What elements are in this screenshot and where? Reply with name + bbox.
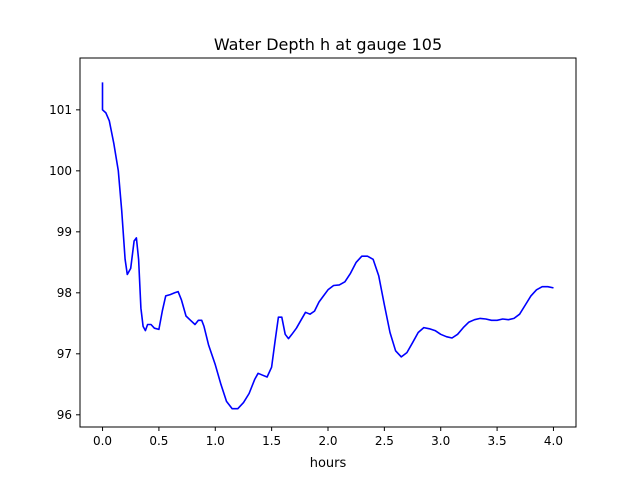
x-tick-label: 1.0 bbox=[206, 434, 225, 448]
y-tick-label: 99 bbox=[57, 225, 72, 239]
chart-title: Water Depth h at gauge 105 bbox=[214, 35, 442, 54]
plot-area bbox=[101, 82, 554, 410]
x-tick-label: 0.0 bbox=[93, 434, 112, 448]
x-tick-label: 4.0 bbox=[544, 434, 563, 448]
x-tick-label: 3.5 bbox=[488, 434, 507, 448]
x-axis: 0.0 0.5 1.0 1.5 2.0 2.5 3.0 3.5 4.0 bbox=[93, 427, 563, 448]
y-axis: 96 97 98 99 100 101 bbox=[49, 103, 80, 422]
y-tick-label: 98 bbox=[57, 286, 72, 300]
x-tick-label: 1.5 bbox=[262, 434, 281, 448]
x-tick-label: 2.0 bbox=[318, 434, 337, 448]
x-tick-label: 2.5 bbox=[375, 434, 394, 448]
y-tick-label: 96 bbox=[57, 408, 72, 422]
series-line-0 bbox=[101, 82, 554, 410]
y-tick-label: 97 bbox=[57, 347, 72, 361]
x-tick-label: 0.5 bbox=[149, 434, 168, 448]
y-tick-label: 100 bbox=[49, 164, 72, 178]
x-tick-label: 3.0 bbox=[431, 434, 450, 448]
x-axis-label: hours bbox=[310, 456, 347, 471]
y-tick-label: 101 bbox=[49, 103, 72, 117]
